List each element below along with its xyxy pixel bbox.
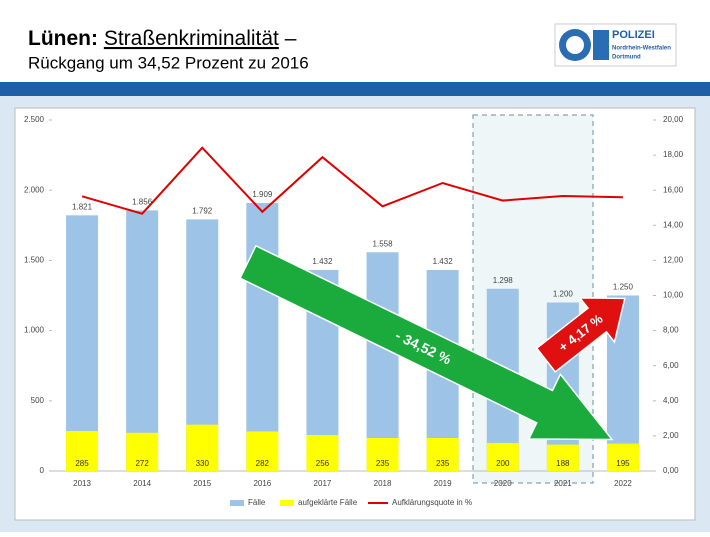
value-label: 1.250 <box>613 283 634 292</box>
value-label: 1.792 <box>192 207 213 216</box>
legend-swatch <box>280 500 294 506</box>
bar <box>606 443 639 471</box>
bar <box>66 215 99 471</box>
title: Lünen: Straßenkriminalität – <box>28 27 297 50</box>
logo-city: Dortmund <box>612 55 641 61</box>
x-tick-label: 2020 <box>494 479 512 488</box>
value-label: 200 <box>496 459 510 468</box>
bar <box>366 438 399 471</box>
x-tick-label: 2019 <box>434 479 452 488</box>
bar <box>366 252 399 471</box>
value-label: 235 <box>376 459 390 468</box>
x-tick-label: 2016 <box>253 479 271 488</box>
legend-label: Aufklärungsquote in % <box>392 498 472 507</box>
bar <box>246 202 279 472</box>
subtitle: Rückgang um 34,52 Prozent zu 2016 <box>28 53 309 72</box>
y2-tick-label: 12,00 <box>663 256 684 265</box>
y-tick-label: 2.500 <box>24 115 45 124</box>
bar <box>126 432 159 471</box>
y-tick-label: 1.500 <box>24 256 45 265</box>
value-label: 235 <box>436 459 450 468</box>
plot: 0 500 1.000 1.500 2.000 2.500 0,00 2,00 4,00 6,00… <box>24 115 684 507</box>
header-band <box>0 82 710 96</box>
title-topic: Straßenkriminalität <box>104 27 279 50</box>
value-label: 1.856 <box>132 198 153 207</box>
value-label: 1.558 <box>373 239 394 248</box>
value-label: 282 <box>256 459 270 468</box>
title-place: Lünen: <box>28 27 98 50</box>
bar <box>126 210 159 471</box>
bar <box>426 438 459 471</box>
legend-label: Fälle <box>248 498 266 507</box>
y2-tick-label: 0,00 <box>663 466 679 475</box>
value-label: 272 <box>135 459 149 468</box>
logo-name: POLIZEI <box>612 29 655 41</box>
bar <box>246 431 279 471</box>
y2-tick-label: 20,00 <box>663 115 684 124</box>
value-label: 330 <box>196 459 210 468</box>
title-dash: – <box>285 27 297 50</box>
value-label: 188 <box>556 459 570 468</box>
logo-mark <box>593 30 609 60</box>
y2-tick-label: 16,00 <box>663 185 684 194</box>
y2-tick-label: 10,00 <box>663 291 684 300</box>
y2-tick-label: 14,00 <box>663 220 684 229</box>
x-tick-label: 2022 <box>614 479 632 488</box>
x-tick-label: 2013 <box>73 479 91 488</box>
y-tick-label: 2.000 <box>24 185 45 194</box>
y2-tick-label: 4,00 <box>663 396 679 405</box>
y2-tick-label: 18,00 <box>663 150 684 159</box>
value-label: 256 <box>316 459 330 468</box>
value-label: 1.432 <box>312 257 333 266</box>
bar <box>546 444 579 471</box>
y2-tick-label: 2,00 <box>663 431 679 440</box>
y2-tick-label: 8,00 <box>663 326 679 335</box>
x-tick-label: 2017 <box>314 479 332 488</box>
y-tick-label: 500 <box>31 396 45 405</box>
bar <box>66 430 99 471</box>
value-label: 1.298 <box>493 276 514 285</box>
bar <box>186 424 219 471</box>
legend-swatch <box>230 500 244 506</box>
y-tick-label: 0 <box>40 466 45 475</box>
bar <box>486 442 519 471</box>
value-label: 1.432 <box>433 257 454 266</box>
x-tick-label: 2014 <box>133 479 151 488</box>
x-tick-label: 2015 <box>193 479 211 488</box>
value-label: 1.200 <box>553 290 574 299</box>
logo-region: Nordrhein-Westfalen <box>612 46 671 52</box>
logo-shield <box>566 36 584 54</box>
y2-tick-label: 6,00 <box>663 361 679 370</box>
x-tick-label: 2021 <box>554 479 572 488</box>
bar <box>306 435 339 471</box>
arrow-shape <box>535 297 626 373</box>
value-label: 1.909 <box>252 190 273 199</box>
x-tick-label: 2018 <box>374 479 392 488</box>
value-label: 285 <box>75 459 89 468</box>
arrow-shape <box>239 244 614 441</box>
value-label: 1.821 <box>72 202 93 211</box>
y-tick-label: 1.000 <box>24 326 45 335</box>
value-label: 195 <box>616 459 630 468</box>
legend-label: aufgeklärte Fälle <box>298 498 358 507</box>
line <box>81 146 623 215</box>
